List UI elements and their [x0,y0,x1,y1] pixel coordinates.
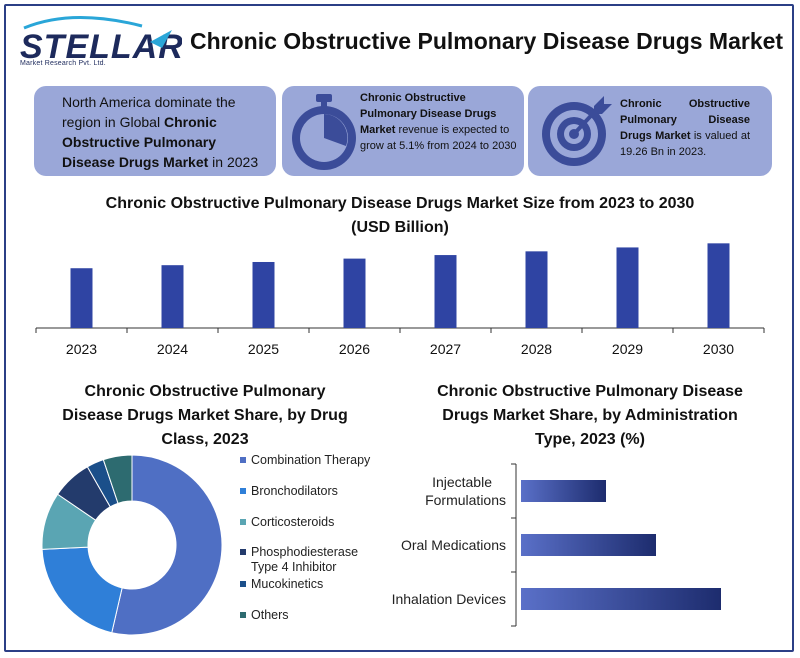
x-tick-label: 2029 [612,341,643,357]
x-tick-label: 2030 [703,341,734,357]
legend-swatch [240,519,246,525]
logo-text: STELLAR [20,28,182,66]
bar-2030 [707,243,730,328]
legend-swatch [240,549,246,555]
logo-subtitle: Market Research Pvt. Ltd. [20,60,106,67]
hbar-2 [521,588,721,610]
bar-2028 [525,251,548,328]
donut-slice [41,546,123,634]
bar-chart-title: Chronic Obstructive Pulmonary Disease Dr… [105,195,695,236]
drug-class-donut-chart: Combination Therapy Bronchodilators Cortic… [41,453,371,636]
legend-swatch [240,457,246,463]
donut-slice [111,454,223,636]
bar-2027 [434,255,457,328]
stopwatch-icon [292,94,356,170]
bar-2023 [70,268,93,328]
x-tick-label: 2023 [66,341,97,357]
page-title: Chronic Obstructive Pulmonary Disease Dr… [190,28,784,54]
x-tick-label: 2028 [521,341,552,357]
target-icon [542,96,612,166]
x-tick-label: 2026 [339,341,370,357]
legend-swatch [240,581,246,587]
donut-slice [102,454,133,504]
market-size-bar-chart: 2023 2024 2025 2026 2027 2028 2029 2030 [35,243,765,357]
value-card-text: Chronic Obstructive Pulmonary Disease Dr… [620,98,750,158]
growth-card: Chronic Obstructive Pulmonary Disease Dr… [282,86,524,176]
region-card-text: North America dominate the region in Glo… [62,94,259,170]
x-tick-label: 2024 [157,341,188,357]
bar-2024 [161,265,184,328]
legend-label: Combination Therapy [251,453,371,467]
legend-label: Others [251,608,289,622]
administration-type-bar-chart: Injectable Formulations Oral Medications In… [392,463,721,627]
growth-card-text: Chronic Obstructive Pulmonary Disease Dr… [360,92,517,152]
value-card: Chronic Obstructive Pulmonary Disease Dr… [528,86,772,176]
stellar-logo: STELLAR [20,16,182,66]
drug-class-chart-title: Chronic Obstructive Pulmonary Disease Dr… [62,383,348,448]
hbar-1 [521,534,656,556]
category-label: Injectable Formulations [425,474,506,508]
region-card: North America dominate the region in Glo… [34,86,276,176]
bar-2026 [343,258,366,328]
x-tick-label: 2025 [248,341,279,357]
bar-2025 [252,261,275,328]
legend-label: Corticosteroids [251,515,334,529]
category-label: Inhalation Devices [392,591,506,607]
legend-swatch [240,488,246,494]
infographic-frame [4,4,794,652]
legend-label: Bronchodilators [251,484,338,498]
category-label: Oral Medications [401,537,506,553]
legend-swatch [240,612,246,618]
legend-label: Mucokinetics [251,577,323,591]
x-tick-label: 2027 [430,341,461,357]
administration-chart-title: Chronic Obstructive Pulmonary Disease Dr… [437,383,743,448]
hbar-0 [521,480,606,502]
legend-label: Phosphodiesterase Type 4 Inhibitor [251,545,358,574]
bar-2029 [616,247,639,328]
